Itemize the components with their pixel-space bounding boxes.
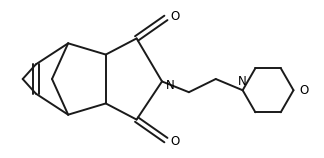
Text: N: N: [238, 75, 247, 88]
Text: O: O: [170, 135, 179, 148]
Text: N: N: [166, 79, 175, 92]
Text: O: O: [300, 84, 309, 97]
Text: O: O: [170, 10, 179, 23]
